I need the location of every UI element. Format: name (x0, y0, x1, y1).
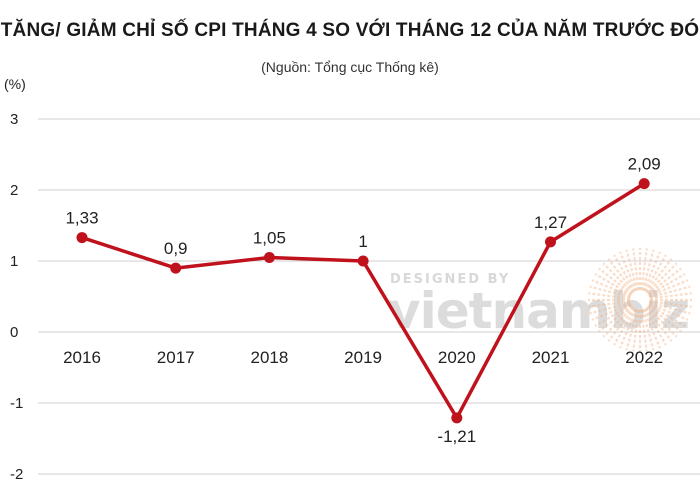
sunburst-ray (642, 251, 661, 292)
data-point (263, 251, 275, 263)
sunburst-ray (646, 262, 678, 294)
x-tick-label: 2019 (344, 348, 382, 367)
sunburst-ray (589, 285, 631, 299)
sunburst-ray (625, 309, 639, 351)
sunburst-ray (648, 279, 689, 298)
sunburst-ray (613, 254, 636, 292)
x-tick-label: 2018 (250, 348, 288, 367)
data-labels: 1,33 0,9 1,05 1 -1,21 1,27 2,09 (65, 155, 660, 446)
x-tick-label: 2016 (63, 348, 101, 367)
sunburst-ray (632, 248, 640, 291)
sunburst-ray (641, 309, 655, 351)
watermark-logo: DESIGNED BY vietnambiz (388, 272, 690, 340)
data-point (451, 412, 463, 424)
sunburst-ray (645, 258, 673, 293)
sunburst-ray (625, 249, 639, 291)
y-tick-label: 3 (10, 111, 18, 128)
data-label: 1,05 (253, 228, 286, 247)
data-point (76, 232, 88, 244)
x-tick-labels: 2016 2017 2018 2019 2020 2021 2022 (63, 348, 663, 367)
sunburst-ray (648, 302, 689, 321)
sunburst-ray (647, 267, 682, 295)
sunburst-ray (619, 308, 638, 349)
y-tick-label: -1 (10, 395, 23, 412)
sunburst-ray (588, 300, 631, 308)
data-series (76, 178, 650, 424)
data-point (545, 236, 556, 248)
watermark-sunburst-icon (588, 248, 692, 352)
sunburst-ray (591, 279, 632, 298)
sunburst-ray (646, 306, 678, 338)
sunburst-ray (641, 249, 655, 291)
data-point (170, 262, 182, 274)
sunburst-ray (644, 308, 667, 346)
data-label: 2,09 (628, 155, 661, 174)
chart-source: (Nguồn: Tổng cục Thống kê) (261, 59, 439, 75)
data-label: -1,21 (437, 427, 476, 446)
chart-title: TĂNG/ GIẢM CHỈ SỐ CPI THÁNG 4 SO VỚI THÁ… (0, 20, 700, 41)
sunburst-ray (645, 307, 673, 342)
y-tick-labels: 3 2 1 0 -1 -2 (10, 111, 23, 483)
data-label: 1 (358, 232, 367, 251)
sunburst-ray (649, 285, 691, 299)
sunburst-ray (649, 292, 692, 300)
y-tick-label: 1 (10, 253, 18, 270)
x-tick-label: 2021 (532, 348, 570, 367)
sunburst-ray (588, 292, 631, 300)
sunburst-ray (619, 251, 638, 292)
gridlines (38, 118, 700, 475)
sunburst-ray (632, 309, 640, 352)
sunburst-ray (589, 301, 631, 315)
sunburst-ray (649, 301, 691, 315)
sunburst-ray (602, 262, 634, 294)
sunburst-ray (649, 300, 692, 308)
x-tick-label: 2022 (625, 348, 663, 367)
data-point (638, 178, 650, 190)
y-tick-label: -2 (10, 466, 23, 483)
data-label: 0,9 (164, 239, 188, 258)
y-tick-label: 2 (10, 182, 18, 199)
sunburst-ray (647, 305, 682, 333)
sunburst-ray (642, 308, 661, 349)
sunburst-ray (594, 304, 632, 327)
sunburst-ray (598, 267, 633, 295)
y-axis-unit: (%) (4, 76, 26, 92)
sunburst-ray (607, 307, 635, 342)
watermark-brand: vietnambiz (388, 282, 689, 340)
data-label: 1,27 (534, 213, 567, 232)
sunburst-ray (613, 308, 636, 346)
data-label: 1,33 (65, 209, 98, 228)
x-tick-label: 2017 (157, 348, 195, 367)
sunburst-ray (640, 248, 648, 291)
sunburst-ray (594, 273, 632, 296)
sunburst-ray (598, 305, 633, 333)
sunburst-ray (640, 309, 648, 352)
data-point (357, 255, 369, 267)
watermark-designed-by: DESIGNED BY (390, 272, 510, 287)
y-tick-label: 0 (10, 324, 18, 341)
sunburst-ray (648, 304, 686, 327)
sunburst-ray (648, 273, 686, 296)
sunburst-ray (602, 306, 634, 338)
sunburst-ray (644, 254, 667, 292)
x-tick-label: 2020 (438, 348, 476, 367)
sunburst-ray (607, 258, 635, 293)
sunburst-ray (591, 302, 632, 321)
